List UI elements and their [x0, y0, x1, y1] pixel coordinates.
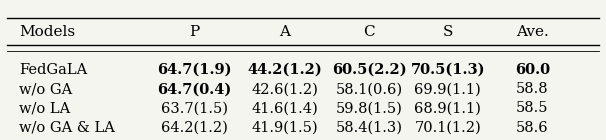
Text: C: C — [364, 25, 375, 39]
Text: Models: Models — [19, 25, 76, 39]
Text: 64.7(0.4): 64.7(0.4) — [158, 82, 231, 96]
Text: Ave.: Ave. — [516, 25, 548, 39]
Text: 58.1(0.6): 58.1(0.6) — [336, 82, 403, 96]
Text: 41.9(1.5): 41.9(1.5) — [251, 121, 318, 135]
Text: P: P — [189, 25, 199, 39]
Text: 63.7(1.5): 63.7(1.5) — [161, 101, 228, 115]
Text: 64.7(1.9): 64.7(1.9) — [157, 63, 231, 77]
Text: 70.5(1.3): 70.5(1.3) — [410, 63, 485, 77]
Text: 69.9(1.1): 69.9(1.1) — [415, 82, 481, 96]
Text: 58.6: 58.6 — [516, 121, 548, 135]
Text: w/o LA: w/o LA — [19, 101, 71, 115]
Text: 58.4(1.3): 58.4(1.3) — [336, 121, 403, 135]
Text: 59.8(1.5): 59.8(1.5) — [336, 101, 403, 115]
Text: 70.1(1.2): 70.1(1.2) — [415, 121, 481, 135]
Text: 42.6(1.2): 42.6(1.2) — [251, 82, 318, 96]
Text: 60.0: 60.0 — [514, 63, 550, 77]
Text: 60.5(2.2): 60.5(2.2) — [332, 63, 407, 77]
Text: w/o GA: w/o GA — [19, 82, 73, 96]
Text: 44.2(1.2): 44.2(1.2) — [247, 63, 322, 77]
Text: A: A — [279, 25, 290, 39]
Text: w/o GA & LA: w/o GA & LA — [19, 121, 115, 135]
Text: 64.2(1.2): 64.2(1.2) — [161, 121, 228, 135]
Text: S: S — [442, 25, 453, 39]
Text: 58.8: 58.8 — [516, 82, 548, 96]
Text: FedGaLA: FedGaLA — [19, 63, 88, 77]
Text: 68.9(1.1): 68.9(1.1) — [415, 101, 481, 115]
Text: 41.6(1.4): 41.6(1.4) — [251, 101, 318, 115]
Text: 58.5: 58.5 — [516, 101, 548, 115]
